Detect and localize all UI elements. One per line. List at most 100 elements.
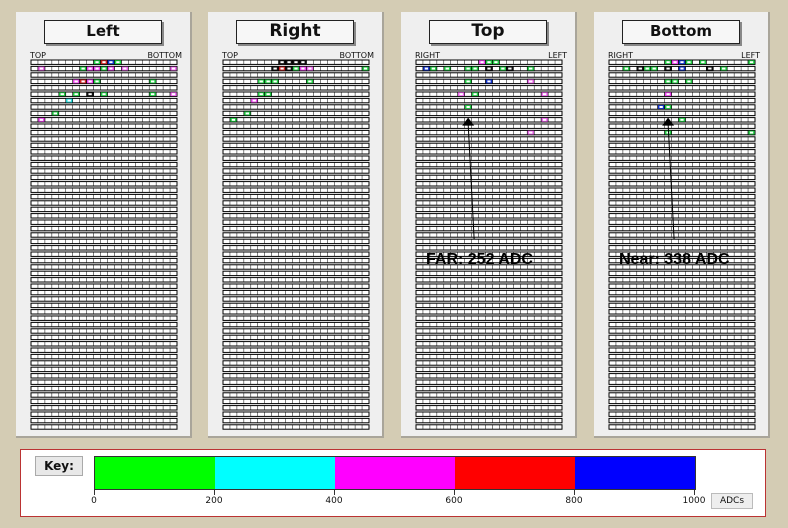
- strip-row: [608, 104, 756, 110]
- strip-row: [608, 219, 756, 225]
- strip-row: [30, 213, 178, 219]
- strip-row: [30, 424, 178, 430]
- strip-hit-inner: [293, 60, 299, 64]
- strip-hit-inner: [445, 67, 450, 71]
- strip-row: [30, 405, 178, 411]
- strip-row: [415, 334, 563, 341]
- strip-row: [222, 168, 370, 174]
- strip-row: [30, 379, 178, 385]
- strip-hit-inner: [307, 79, 312, 83]
- strip-row: [608, 257, 756, 264]
- strip-row: [415, 392, 563, 398]
- top-panel-grid: FAR: 252 ADC: [415, 59, 563, 430]
- strip-row: [222, 117, 370, 123]
- strip-row: [30, 187, 178, 193]
- strip-row: [608, 328, 756, 334]
- strip-row: [30, 193, 178, 200]
- strip-hit-inner: [88, 79, 93, 83]
- strip-hit-inner: [259, 92, 264, 96]
- strip-row: [415, 213, 563, 219]
- strip-row: [415, 328, 563, 334]
- strip-hit-inner: [88, 92, 93, 96]
- strip-row: [30, 328, 178, 334]
- strip-row: [415, 264, 563, 270]
- strip-row: [30, 353, 178, 360]
- strip-row: [608, 129, 756, 136]
- strip-row: [222, 149, 370, 155]
- strip-row: [608, 283, 756, 289]
- strip-hit-inner: [528, 131, 533, 135]
- strip-row: [608, 155, 756, 161]
- strip-row: [30, 321, 178, 328]
- strip-row: [222, 366, 370, 373]
- strip-hit-inner: [122, 67, 127, 71]
- strip-hit-inner: [486, 60, 492, 64]
- strip-hit-inner: [39, 118, 44, 122]
- strip-row: [608, 232, 756, 238]
- strip-hit-inner: [60, 92, 65, 96]
- strip-hit-inner: [473, 92, 478, 96]
- strip-hit-inner: [273, 79, 278, 83]
- strip-row: [222, 360, 370, 366]
- strip-row: [222, 129, 370, 136]
- strip-row: [608, 245, 756, 251]
- strip-hit-inner: [94, 67, 100, 71]
- strip-row: [222, 123, 370, 129]
- strip-row: [222, 72, 370, 78]
- annotation-label: FAR: 252 ADC: [426, 251, 533, 268]
- strip-row: [415, 174, 563, 181]
- strip-row: [415, 187, 563, 193]
- strip-row: [415, 360, 563, 366]
- strip-row: [415, 245, 563, 251]
- strip-row: [415, 97, 563, 104]
- strip-row: [222, 283, 370, 289]
- strip-hit-inner: [171, 92, 176, 96]
- strip-row: [222, 104, 370, 110]
- strip-hit-inner: [486, 67, 492, 71]
- strip-row: [415, 149, 563, 155]
- strip-hit-inner: [307, 67, 312, 71]
- strip-row: [30, 97, 178, 104]
- strip-row: [415, 309, 563, 315]
- strip-row: [222, 424, 370, 430]
- strip-row: [608, 251, 756, 257]
- top-panel: Top RIGHT LEFT FAR: 252 ADC: [401, 12, 577, 438]
- strip-hit-inner: [466, 79, 471, 83]
- strip-row: [222, 245, 370, 251]
- strip-row: [415, 155, 563, 161]
- strip-hit-inner: [473, 67, 478, 71]
- strip-row: [222, 315, 370, 321]
- strip-row: [222, 328, 370, 334]
- strip-row: [30, 392, 178, 398]
- strip-row: [608, 187, 756, 193]
- strip-row: [30, 347, 178, 353]
- strip-row: [415, 405, 563, 411]
- strip-hit-inner: [466, 105, 471, 109]
- strip-row: [608, 405, 756, 411]
- strip-row: [30, 161, 178, 168]
- strip-row: [222, 392, 370, 398]
- strip-row: [222, 264, 370, 270]
- strip-row: [415, 72, 563, 78]
- strip-row: [222, 334, 370, 341]
- strip-hit-inner: [252, 99, 257, 103]
- strip-row: [222, 200, 370, 206]
- strip-hit-inner: [486, 79, 492, 83]
- right-panel-bottom-label: BOTTOM: [339, 51, 374, 60]
- strip-row: [415, 302, 563, 309]
- strip-row: [608, 225, 756, 232]
- strip-hit-inner: [424, 67, 429, 71]
- strip-hit-inner: [466, 67, 471, 71]
- strip-row: [30, 302, 178, 309]
- strip-row: [222, 238, 370, 245]
- strip-row: [608, 78, 756, 85]
- strip-row: [222, 277, 370, 283]
- strip-row: [222, 187, 370, 193]
- strip-row: [222, 411, 370, 417]
- strip-row: [608, 334, 756, 341]
- strip-hit-inner: [245, 111, 250, 115]
- strip-row: [30, 341, 178, 347]
- strip-row: [222, 417, 370, 424]
- strip-row: [415, 206, 563, 213]
- strip-row: [415, 379, 563, 385]
